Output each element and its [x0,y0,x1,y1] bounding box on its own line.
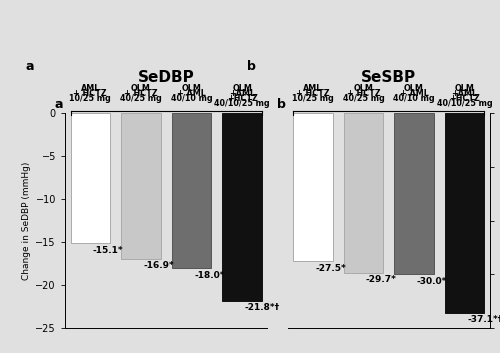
Text: 40/10 mg: 40/10 mg [170,94,212,103]
Text: -18.0*: -18.0* [194,271,224,280]
Text: OLM: OLM [131,84,151,93]
Text: OLM: OLM [455,84,474,93]
Text: OLM: OLM [354,84,374,93]
Text: AML: AML [80,84,100,93]
Text: +HCTZ: +HCTZ [449,94,480,103]
Text: +AML: +AML [229,89,255,98]
Text: 40/25 mg: 40/25 mg [120,94,162,103]
Text: OLM: OLM [404,84,424,93]
Text: b: b [276,98,285,111]
Text: + AML: + AML [177,89,206,98]
Text: -37.1*†: -37.1*† [467,315,500,324]
Text: b: b [248,60,256,73]
Text: 40/25 mg: 40/25 mg [342,94,384,103]
Text: -21.8*†: -21.8*† [244,303,280,312]
Text: a: a [25,60,34,73]
Text: +AML: +AML [452,89,478,98]
Text: + HCTZ: + HCTZ [124,89,158,98]
Text: + HCTZ: + HCTZ [74,89,107,98]
Text: OLM: OLM [232,84,252,93]
Bar [172,113,212,268]
Bar [222,113,262,301]
Text: 40/10/25 mg: 40/10/25 mg [437,99,492,108]
Text: -27.5*: -27.5* [316,264,346,273]
Text: SeDBP: SeDBP [138,70,194,85]
Text: AML: AML [303,84,322,93]
Text: -16.9*: -16.9* [144,261,174,270]
Text: + AML: + AML [400,89,428,98]
Text: + HCTZ: + HCTZ [346,89,380,98]
Bar [70,113,110,243]
Text: 40/10/25 mg: 40/10/25 mg [214,99,270,108]
Text: +HCTZ: +HCTZ [226,94,258,103]
Text: a: a [54,98,63,111]
Y-axis label: Change in SeDBP (mmHg): Change in SeDBP (mmHg) [22,161,31,280]
Text: -30.0*: -30.0* [416,277,447,286]
Bar [394,113,434,275]
Bar [121,113,160,258]
Text: OLM: OLM [182,84,202,93]
Text: 40/10 mg: 40/10 mg [393,94,435,103]
Text: 10/25 mg: 10/25 mg [70,94,111,103]
Bar [293,113,333,261]
Text: -29.7*: -29.7* [366,275,397,285]
Bar [445,113,484,313]
Bar [344,113,383,273]
Text: -15.1*: -15.1* [93,246,124,255]
Text: SeSBP: SeSBP [361,70,416,85]
Text: + HCTZ: + HCTZ [296,89,330,98]
Text: 10/25 mg: 10/25 mg [292,94,334,103]
